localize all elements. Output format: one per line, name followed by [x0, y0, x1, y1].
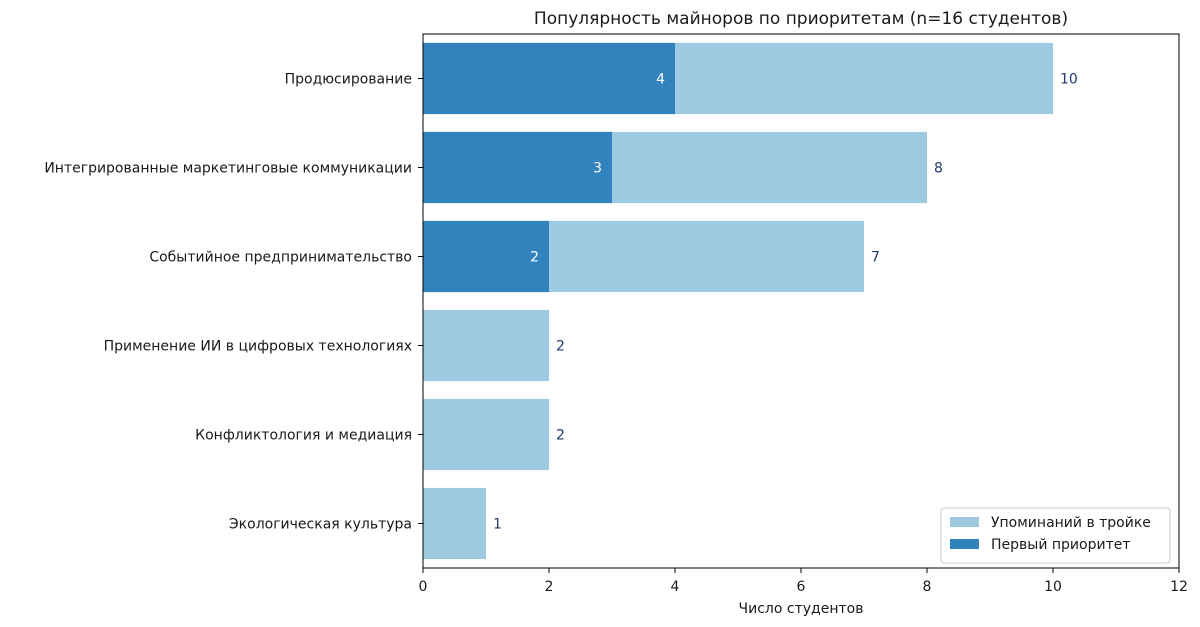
- legend: Упоминаний в тройке Первый приоритет: [940, 507, 1171, 564]
- chart-title: Популярность майноров по приоритетам (n=…: [534, 9, 1068, 29]
- legend-label-2: Первый приоритет: [991, 537, 1131, 553]
- x-tick-label-2: 2: [545, 579, 554, 595]
- data-label-mentions-1: 10: [1060, 72, 1078, 88]
- bar-first-priority-1: [423, 42, 675, 115]
- x-tick-label-6: 6: [797, 579, 806, 595]
- bar-mentions-6: [423, 487, 486, 560]
- category-labels: Продюсирование Интегрированные маркетинго…: [44, 72, 423, 533]
- x-axis-ticks: 0 2 4 6 8 10 12: [419, 568, 1188, 595]
- data-label-mentions-5: 2: [556, 428, 565, 444]
- data-label-mentions-6: 1: [493, 517, 502, 533]
- data-label-first-priority-3: 2: [530, 250, 539, 266]
- legend-swatch-2: [950, 539, 979, 549]
- x-tick-label-10: 10: [1044, 579, 1062, 595]
- category-label-4: Применение ИИ в цифровых технологиях: [104, 339, 412, 355]
- x-tick-label-4: 4: [671, 579, 680, 595]
- x-axis-label: Число студентов: [739, 601, 864, 617]
- category-label-6: Экологическая культура: [229, 517, 412, 533]
- legend-label-1: Упоминаний в тройке: [991, 515, 1151, 531]
- category-label-2: Интегрированные маркетинговые коммуникац…: [44, 161, 412, 177]
- bar-mentions-5: [423, 398, 549, 471]
- data-label-first-priority-1: 4: [656, 72, 665, 88]
- bar-first-priority-3: [423, 220, 549, 293]
- data-label-mentions-4: 2: [556, 339, 565, 355]
- data-label-mentions-2: 8: [934, 161, 943, 177]
- data-label-mentions-3: 7: [871, 250, 880, 266]
- x-tick-label-0: 0: [419, 579, 428, 595]
- x-tick-label-8: 8: [923, 579, 932, 595]
- legend-swatch-1: [950, 517, 979, 527]
- legend-box: [940, 507, 1171, 564]
- data-label-first-priority-2: 3: [593, 161, 602, 177]
- bars-group: 10 4 8 3 7 2 2 2 1: [423, 42, 1078, 560]
- category-label-3: Событийное предпринимательство: [149, 250, 412, 266]
- plot-frame: [422, 33, 1180, 569]
- x-tick-label-12: 12: [1170, 579, 1188, 595]
- bar-mentions-4: [423, 309, 549, 382]
- bar-first-priority-2: [423, 131, 612, 204]
- category-label-1: Продюсирование: [285, 72, 412, 88]
- category-label-5: Конфликтология и медиация: [195, 428, 412, 444]
